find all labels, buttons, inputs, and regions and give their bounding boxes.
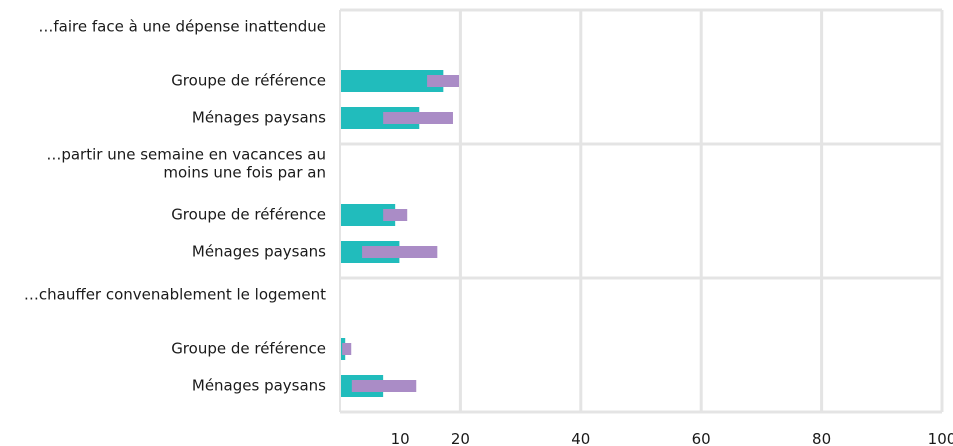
range-bar — [383, 112, 453, 124]
bar-label: Groupe de référence — [171, 340, 326, 358]
x-tick-label: 80 — [812, 430, 831, 446]
range-bar — [351, 380, 417, 392]
x-tick-label: 40 — [571, 430, 590, 446]
group-title-line: moins une fois par an — [163, 164, 326, 182]
bar-label: Ménages paysans — [192, 109, 326, 127]
x-tick-label: 100 — [928, 430, 953, 446]
range-bar — [383, 209, 408, 221]
bar-label: Groupe de référence — [171, 72, 326, 90]
group-title-line: …faire face à une dépense inattendue — [38, 18, 326, 36]
tick-layer: 10 20 40 60 80 100 — [391, 430, 953, 446]
x-tick-label: 20 — [451, 430, 470, 446]
bar-label: Ménages paysans — [192, 377, 326, 395]
x-tick-label: 10 — [391, 430, 410, 446]
range-bar — [427, 75, 459, 87]
bar-label: Ménages paysans — [192, 243, 326, 261]
value-bar — [341, 204, 396, 226]
range-bar — [342, 343, 352, 355]
bar-layer — [341, 70, 459, 397]
bar-label: Groupe de référence — [171, 206, 326, 224]
group-title-line: …partir une semaine en vacances au — [46, 146, 326, 164]
group-title-line: …chauffer convenablement le logement — [24, 286, 326, 304]
value-bar — [341, 70, 444, 92]
label-layer: …faire face à une dépense inattendue Grou… — [24, 18, 326, 395]
range-bar — [362, 246, 438, 258]
grid-layer — [339, 8, 944, 414]
x-tick-label: 60 — [692, 430, 711, 446]
